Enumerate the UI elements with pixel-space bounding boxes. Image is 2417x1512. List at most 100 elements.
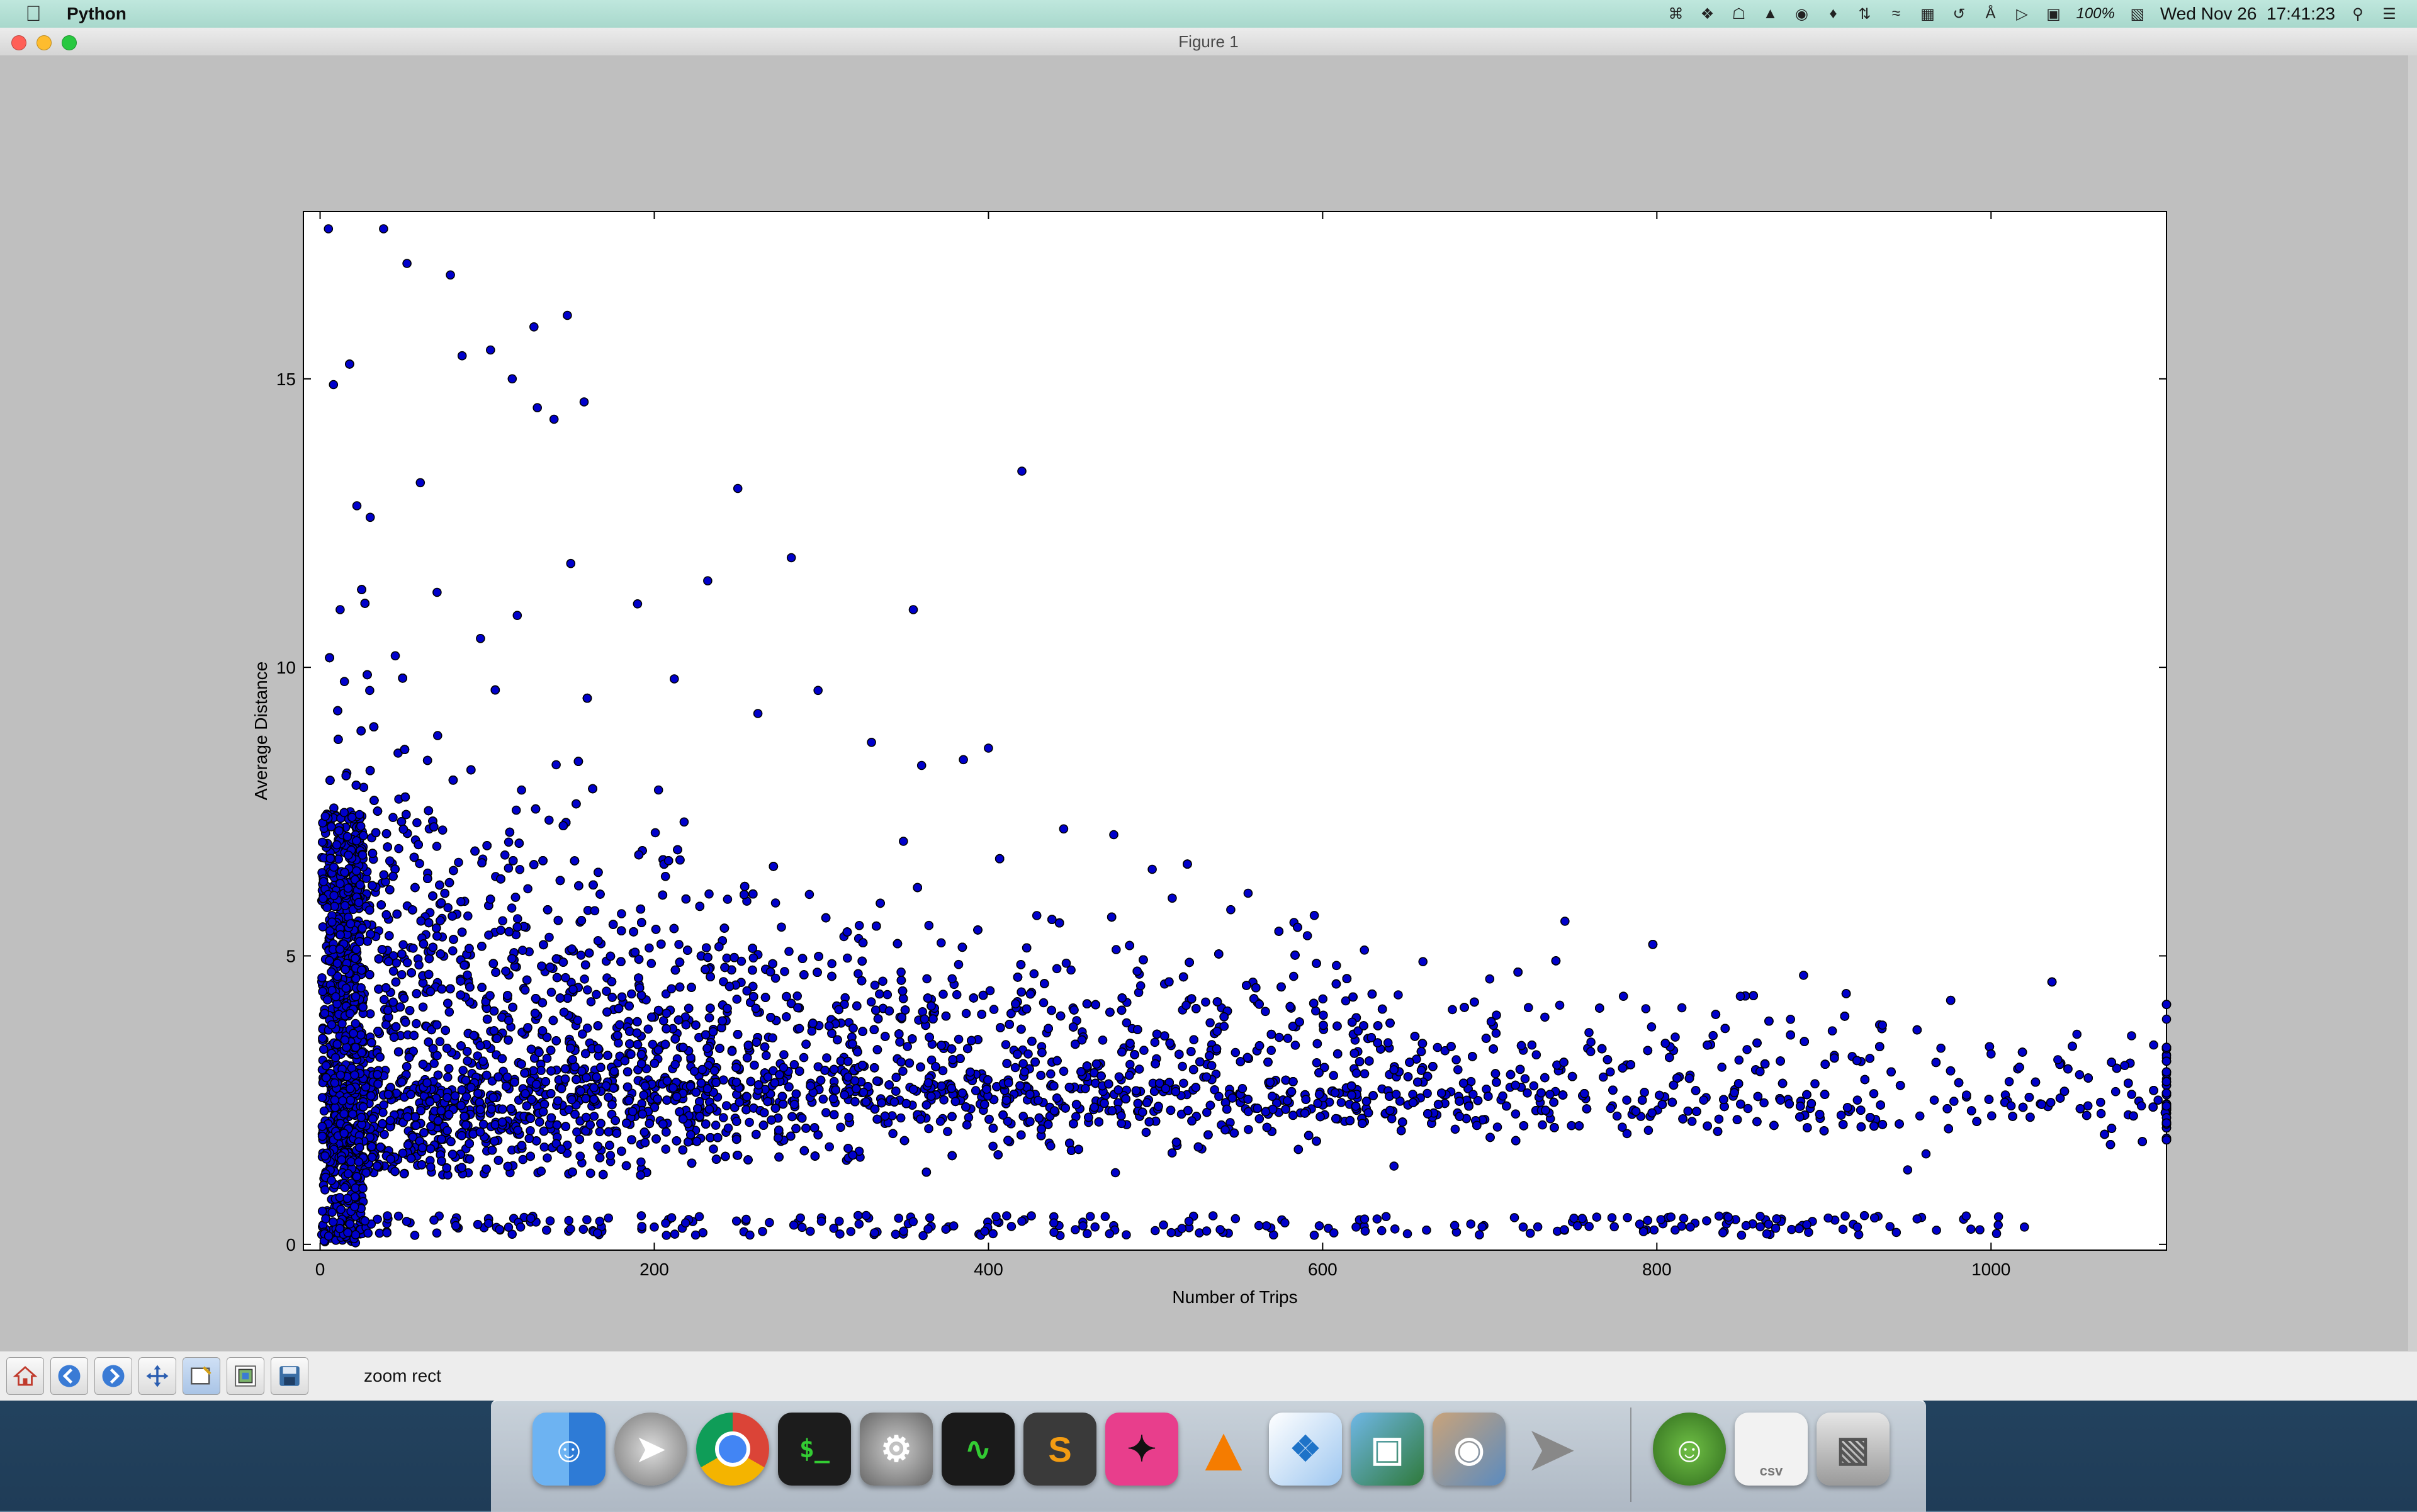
scatter-point bbox=[670, 1059, 680, 1069]
scatter-point bbox=[645, 943, 654, 953]
time-machine-icon[interactable]: ↺ bbox=[1952, 5, 1966, 23]
dropbox-icon[interactable]: ❖ bbox=[1700, 5, 1715, 23]
scatter-point bbox=[542, 1054, 552, 1063]
scatter-point bbox=[1290, 1041, 1300, 1050]
scatter-point bbox=[1098, 1035, 1108, 1045]
scatter-point bbox=[1865, 1054, 1874, 1063]
scatter-point bbox=[711, 1120, 721, 1130]
scatter-point bbox=[1453, 1065, 1463, 1075]
scatter-point bbox=[1135, 981, 1146, 991]
apple-icon[interactable]:  bbox=[24, 2, 43, 26]
scatter-point bbox=[661, 989, 671, 999]
scatter-point bbox=[589, 1112, 599, 1121]
scatter-point bbox=[1023, 1049, 1033, 1059]
input-icon[interactable]: ▣ bbox=[2046, 5, 2061, 23]
scatter-point bbox=[1179, 1078, 1188, 1088]
close-button[interactable] bbox=[11, 35, 26, 50]
bluetooth-icon[interactable]: Å bbox=[1985, 5, 1996, 22]
scatter-point bbox=[1962, 1090, 1971, 1100]
scatter-point bbox=[435, 1037, 445, 1046]
scatter-point bbox=[448, 946, 458, 956]
scatter-point bbox=[1231, 1047, 1241, 1058]
scatter-point bbox=[777, 922, 786, 932]
scatter-point bbox=[498, 916, 507, 926]
scatter-point bbox=[1640, 1088, 1649, 1097]
scatter-point bbox=[938, 1066, 948, 1076]
google-drive-icon[interactable]: ▲ bbox=[1762, 5, 1778, 22]
scatter-point bbox=[1219, 1022, 1229, 1031]
scatter-point bbox=[938, 990, 948, 999]
window-titlebar[interactable]: Figure 1 bbox=[0, 28, 2417, 56]
scatter-point bbox=[1341, 996, 1351, 1006]
scatter-point bbox=[1670, 1032, 1680, 1042]
headphones-icon[interactable]: ◉ bbox=[1795, 5, 1808, 23]
scatter-point bbox=[954, 1034, 964, 1044]
app-menu-python[interactable]: Python bbox=[67, 4, 127, 23]
scatter-point bbox=[543, 1153, 552, 1163]
scatter-point bbox=[866, 997, 876, 1007]
scatter-point bbox=[780, 967, 789, 976]
wifi-icon[interactable]: ≈ bbox=[1891, 5, 1901, 22]
battery-icon[interactable]: ▧ bbox=[2130, 5, 2145, 23]
figure-canvas[interactable]: 0 200 400 600 800 1000 0 5 10 15 Number of Trips … bbox=[0, 55, 2417, 1379]
scatter-point bbox=[1708, 1030, 1718, 1041]
scatter-point bbox=[385, 856, 395, 866]
scatter-point bbox=[544, 815, 554, 825]
scatter-point bbox=[1394, 990, 1403, 1000]
scatter-point bbox=[1110, 1168, 1120, 1178]
battery-meter-icon[interactable]: ▦ bbox=[1920, 5, 1935, 23]
scatter-point bbox=[577, 1029, 587, 1039]
scatter-point bbox=[443, 903, 453, 913]
notification-icon[interactable]: ☖ bbox=[1732, 5, 1746, 23]
scatter-point bbox=[2072, 1029, 2082, 1039]
evernote-icon[interactable]: ♦ bbox=[1829, 5, 1837, 22]
scatter-point bbox=[1029, 969, 1039, 979]
scatter-point bbox=[822, 1053, 831, 1063]
scatter-point bbox=[1921, 1149, 1931, 1159]
scatter-point bbox=[1018, 1112, 1028, 1121]
zoom-window-button[interactable] bbox=[62, 35, 77, 50]
scatter-point bbox=[1433, 1042, 1443, 1052]
scatter-point bbox=[576, 951, 586, 960]
scatter-point bbox=[927, 1055, 937, 1065]
scatter-point bbox=[1567, 1120, 1576, 1131]
scatter-point bbox=[1647, 1022, 1657, 1032]
scatter-point bbox=[511, 805, 521, 815]
scatter-point bbox=[1743, 1103, 1753, 1114]
scatter-point bbox=[719, 1113, 728, 1122]
scatter-point bbox=[1267, 1092, 1277, 1101]
volume-icon[interactable]: ▷ bbox=[2016, 5, 2028, 23]
spotlight-icon[interactable]: ⚲ bbox=[2352, 5, 2363, 23]
scatter-point bbox=[1523, 1088, 1532, 1098]
command-icon[interactable]: ⌘ bbox=[1668, 5, 1684, 23]
scatter-point bbox=[398, 940, 408, 950]
scatter-point bbox=[1742, 1045, 1752, 1054]
scatter-point bbox=[882, 990, 893, 1000]
scatter-point bbox=[954, 959, 964, 969]
scatter-point bbox=[518, 1154, 528, 1165]
scatter-point bbox=[1448, 1005, 1457, 1015]
scatter-point bbox=[1584, 1028, 1594, 1037]
scatter-point bbox=[1555, 1000, 1565, 1010]
scatter-point bbox=[496, 925, 505, 935]
minimize-button[interactable] bbox=[37, 35, 52, 50]
scatter-point bbox=[836, 1122, 845, 1132]
scatter-point bbox=[380, 1129, 389, 1139]
scatter-point bbox=[614, 1038, 623, 1048]
scatter-point bbox=[947, 974, 957, 984]
scatter-point bbox=[827, 959, 837, 969]
clock[interactable]: Wed Nov 26 17:41:23 bbox=[2160, 4, 2335, 23]
scatter-point bbox=[896, 968, 906, 977]
network-arrows-icon[interactable]: ⇅ bbox=[1858, 5, 1871, 23]
scatter-point bbox=[1112, 945, 1121, 954]
menu-bar:  Python ⌘ ❖ ☖ ▲ ◉ ♦ ⇅ ≈ ▦ ↺ Å ▷ ▣ 100% … bbox=[0, 0, 2417, 28]
notification-center-icon[interactable]: ☰ bbox=[2382, 5, 2396, 23]
scatter-point bbox=[1283, 1034, 1293, 1043]
scatter-point bbox=[701, 943, 711, 952]
scatter-point bbox=[602, 986, 611, 996]
scatter-point bbox=[520, 985, 530, 995]
scatter-point bbox=[606, 1151, 616, 1160]
battery-percent[interactable]: 100% bbox=[2076, 5, 2115, 22]
scatter-point bbox=[1759, 1098, 1769, 1108]
